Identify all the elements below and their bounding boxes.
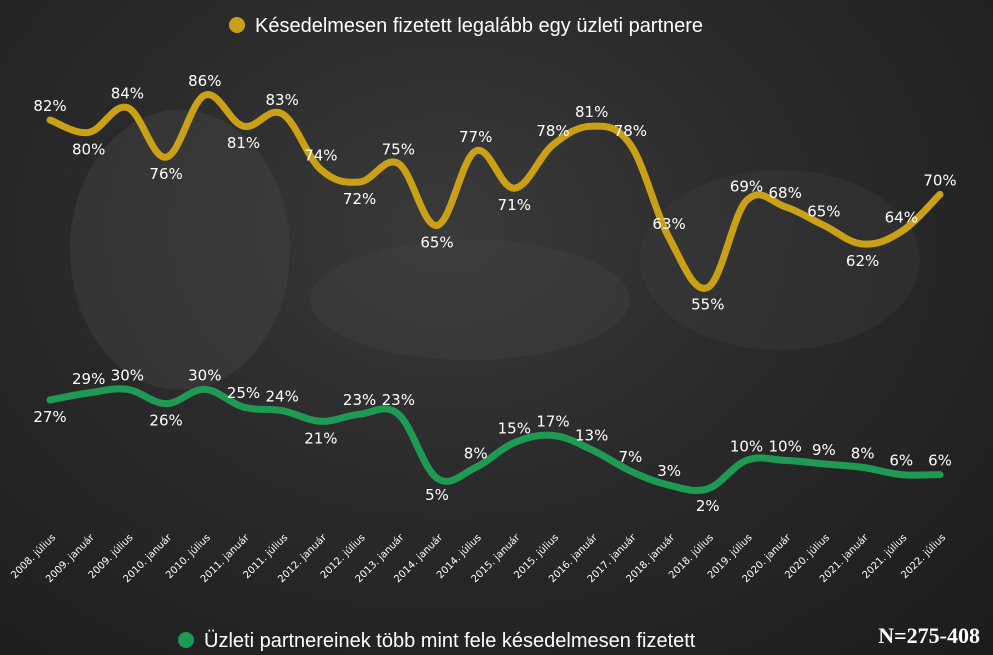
data-label-series-2: 17% (536, 413, 569, 431)
data-label-series-2: 23% (382, 391, 415, 409)
data-label-series-2: 29% (72, 370, 105, 388)
data-label-series-2: 7% (619, 448, 643, 466)
data-label-series-2: 5% (425, 486, 449, 504)
data-label-series-1: 65% (420, 233, 453, 251)
data-label-series-1: 64% (885, 209, 918, 227)
data-label-series-2: 26% (149, 412, 182, 430)
data-label-series-2: 23% (343, 391, 376, 409)
data-label-series-2: 25% (227, 384, 260, 402)
data-label-series-2: 30% (188, 366, 221, 384)
data-label-series-2: 13% (575, 427, 608, 445)
data-label-series-1: 68% (769, 184, 802, 202)
data-label-series-2: 24% (266, 388, 299, 406)
data-label-series-2: 6% (928, 452, 952, 470)
data-label-series-2: 8% (851, 444, 875, 462)
data-label-series-1: 65% (807, 202, 840, 220)
data-label-series-2: 30% (111, 366, 144, 384)
data-label-series-1: 78% (536, 122, 569, 140)
data-label-series-1: 82% (33, 97, 66, 115)
data-label-series-2: 15% (498, 420, 531, 438)
data-label-series-1: 86% (188, 72, 221, 90)
data-label-series-1: 72% (343, 190, 376, 208)
data-label-series-1: 78% (614, 122, 647, 140)
data-label-series-1: 75% (382, 140, 415, 158)
series-line-2 (46, 385, 944, 495)
legend-bottom: Üzleti partnereinek több mint fele késed… (178, 630, 696, 652)
data-label-series-2: 3% (657, 462, 681, 480)
legend-label-series-2: Üzleti partnereinek több mint fele késed… (204, 630, 696, 652)
data-label-series-1: 62% (846, 252, 879, 270)
data-label-series-1: 69% (730, 178, 763, 196)
data-label-series-1: 74% (304, 147, 337, 165)
data-label-series-2: 8% (464, 444, 488, 462)
data-label-series-1: 83% (266, 91, 299, 109)
data-label-series-1: 77% (459, 128, 492, 146)
data-label-series-1: 71% (498, 196, 531, 214)
data-label-series-1: 84% (111, 85, 144, 103)
sample-size-note: N=275-408 (878, 623, 980, 648)
legend-marker-series-1 (229, 17, 245, 33)
legend-top: Késedelmesen fizetett legalább egy üzlet… (229, 15, 703, 37)
data-label-series-2: 2% (696, 497, 720, 515)
data-label-series-2: 6% (889, 452, 913, 470)
series-line-1 (46, 91, 944, 292)
data-label-series-2: 9% (812, 441, 836, 459)
data-label-series-1: 55% (691, 295, 724, 313)
data-label-series-2: 21% (304, 429, 337, 447)
data-label-series-2: 27% (33, 408, 66, 426)
legend-label-series-1: Késedelmesen fizetett legalább egy üzlet… (255, 15, 703, 37)
legend-marker-series-2 (178, 632, 194, 648)
data-label-series-1: 80% (72, 140, 105, 158)
data-label-series-1: 70% (923, 171, 956, 189)
background-decoration (70, 110, 920, 390)
data-label-series-2: 10% (769, 437, 802, 455)
data-label-series-2: 10% (730, 437, 763, 455)
data-label-series-1: 81% (227, 134, 260, 152)
data-label-series-1: 76% (149, 165, 182, 183)
series-layer: 82% 80% 84% 76% 86% 81% 83% 74% 72% 75% 65% 77% 71% 7… (33, 72, 956, 515)
data-label-series-1: 63% (652, 215, 685, 233)
data-label-series-1: 81% (575, 103, 608, 121)
